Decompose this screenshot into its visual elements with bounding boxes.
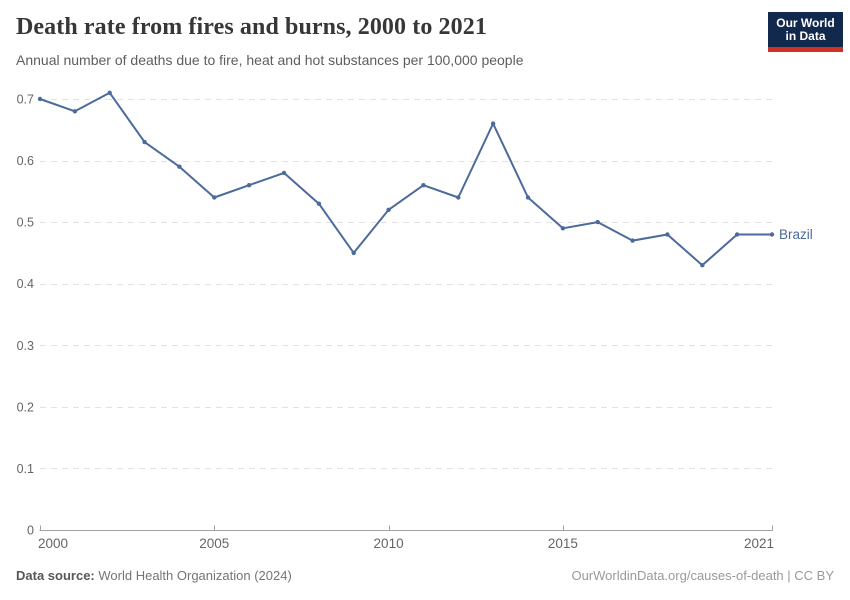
data-point: [246, 183, 252, 188]
owid-logo: Our World in Data: [768, 12, 843, 52]
y-tick-label: 0: [27, 524, 34, 538]
series-end-label: Brazil: [779, 227, 813, 242]
y-tick-label: 0.3: [17, 339, 34, 353]
data-point: [734, 232, 740, 237]
data-point: [421, 183, 426, 188]
x-tick-label: 2005: [199, 536, 229, 551]
data-point: [700, 263, 705, 268]
data-point: [456, 195, 461, 200]
data-point: [142, 139, 147, 145]
data-point: [177, 164, 182, 169]
owid-logo-line2: in Data: [785, 29, 826, 43]
data-point: [107, 90, 112, 96]
y-tick-label: 0.2: [17, 400, 34, 414]
data-point: [72, 109, 78, 114]
data-point: [281, 170, 287, 176]
chart-title: Death rate from fires and burns, 2000 to…: [16, 14, 487, 40]
data-point: [595, 219, 600, 225]
chart-subtitle: Annual number of deaths due to fire, hea…: [16, 52, 524, 68]
x-tick-label: 2015: [548, 536, 578, 551]
data-source-value: World Health Organization (2024): [98, 568, 292, 583]
data-point: [769, 232, 775, 237]
data-point: [630, 238, 635, 243]
data-point: [37, 96, 43, 102]
line-series-brazil: [39, 91, 773, 267]
x-tick-label: 2021: [744, 536, 774, 551]
chart-footer: Data source: World Health Organization (…: [16, 568, 834, 583]
data-point: [525, 195, 531, 200]
data-point: [316, 201, 322, 206]
y-tick-label: 0.6: [17, 154, 34, 168]
owid-logo-line1: Our World: [776, 16, 835, 30]
y-tick-label: 0.7: [17, 93, 34, 107]
data-point: [560, 226, 566, 231]
y-tick-label: 0.1: [17, 462, 34, 476]
y-tick-label: 0.5: [17, 216, 34, 230]
x-tick-label: 2010: [374, 536, 404, 551]
x-tick-label: 2000: [38, 536, 68, 551]
data-point: [490, 121, 496, 126]
data-point: [351, 250, 356, 256]
data-point: [386, 207, 391, 212]
data-point: [665, 232, 670, 237]
data-point: [212, 195, 217, 200]
footer-citation-link[interactable]: OurWorldinData.org/causes-of-death | CC …: [571, 568, 834, 583]
data-source-label: Data source:: [16, 568, 95, 583]
y-tick-label: 0.4: [17, 277, 34, 291]
data-source: Data source: World Health Organization (…: [16, 568, 292, 583]
